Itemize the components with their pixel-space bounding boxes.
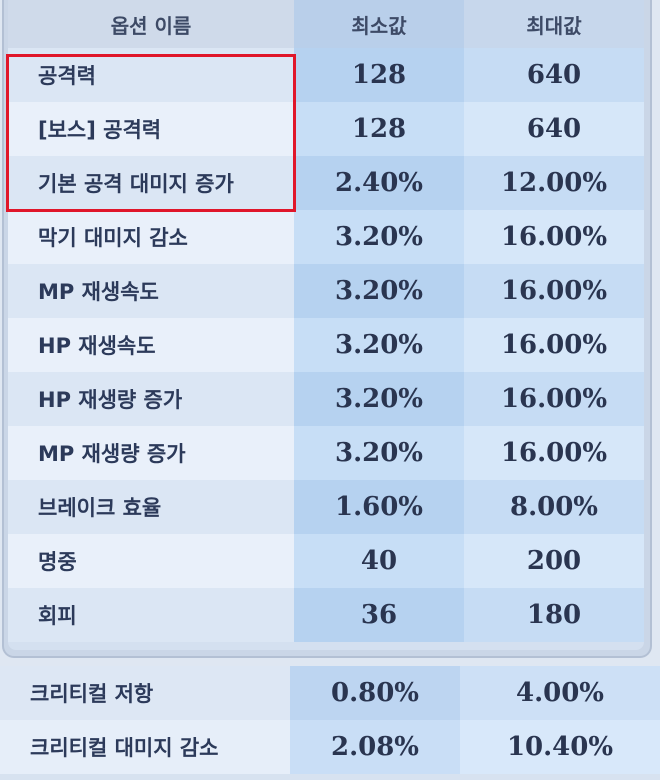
option-min: 40 [294, 534, 464, 588]
option-max: 16.00% [464, 264, 644, 318]
option-max: 10.40% [460, 720, 660, 774]
option-name: MP 재생량 증가 [8, 426, 294, 480]
option-max: 12.00% [464, 156, 644, 210]
table-row: 공격력 128 640 [8, 48, 644, 102]
table-row: 기본 공격 대미지 증가 2.40% 12.00% [8, 156, 644, 210]
option-max: 180 [464, 588, 644, 642]
option-name: 브레이크 효율 [8, 480, 294, 534]
option-name: 크리티컬 대미지 감소 [0, 720, 290, 774]
option-max: 16.00% [464, 426, 644, 480]
option-max: 4.00% [460, 666, 660, 720]
option-max: 640 [464, 48, 644, 102]
option-min: 3.20% [294, 264, 464, 318]
table-row: 회피 36 180 [8, 588, 644, 642]
option-name: 명중 [8, 534, 294, 588]
option-min: 0.80% [290, 666, 460, 720]
option-min: 1.60% [294, 480, 464, 534]
header-name: 옵션 이름 [8, 0, 294, 48]
table-row: 크리티컬 대미지 감소 2.08% 10.40% [0, 720, 660, 774]
table-row: [보스] 공격력 128 640 [8, 102, 644, 156]
option-min: 128 [294, 48, 464, 102]
option-max: 640 [464, 102, 644, 156]
option-min: 128 [294, 102, 464, 156]
option-name: 공격력 [8, 48, 294, 102]
table-row: 명중 40 200 [8, 534, 644, 588]
option-max: 16.00% [464, 372, 644, 426]
option-name: HP 재생량 증가 [8, 372, 294, 426]
option-min: 3.20% [294, 372, 464, 426]
table-row: HP 재생량 증가 3.20% 16.00% [8, 372, 644, 426]
table-row: 크리티컬 저항 0.80% 4.00% [0, 666, 660, 720]
option-name: 크리티컬 저항 [0, 666, 290, 720]
option-min: 3.20% [294, 210, 464, 264]
table-row: 브레이크 효율 1.60% 8.00% [8, 480, 644, 534]
header-max: 최대값 [464, 0, 644, 48]
option-table: 옵션 이름 최소값 최대값 공격력 128 640 [보스] 공격력 128 6… [8, 0, 644, 650]
bottom-table: 크리티컬 저항 0.80% 4.00% 크리티컬 대미지 감소 2.08% 10… [0, 666, 660, 780]
option-max: 16.00% [464, 318, 644, 372]
option-name: HP 재생속도 [8, 318, 294, 372]
option-name: 막기 대미지 감소 [8, 210, 294, 264]
header-min: 최소값 [294, 0, 464, 48]
option-name: MP 재생속도 [8, 264, 294, 318]
option-max: 8.00% [464, 480, 644, 534]
table-row: 막기 대미지 감소 3.20% 16.00% [8, 210, 644, 264]
table-row: HP 재생속도 3.20% 16.00% [8, 318, 644, 372]
table-row: MP 재생량 증가 3.20% 16.00% [8, 426, 644, 480]
option-name: 기본 공격 대미지 증가 [8, 156, 294, 210]
option-min: 36 [294, 588, 464, 642]
option-name: 회피 [8, 588, 294, 642]
option-min: 2.08% [290, 720, 460, 774]
table-header: 옵션 이름 최소값 최대값 [8, 0, 644, 48]
option-max: 200 [464, 534, 644, 588]
option-min: 2.40% [294, 156, 464, 210]
table-row: MP 재생속도 3.20% 16.00% [8, 264, 644, 318]
option-min: 3.20% [294, 426, 464, 480]
option-min: 3.20% [294, 318, 464, 372]
option-table-panel: 옵션 이름 최소값 최대값 공격력 128 640 [보스] 공격력 128 6… [2, 0, 652, 658]
option-name: [보스] 공격력 [8, 102, 294, 156]
option-max: 16.00% [464, 210, 644, 264]
